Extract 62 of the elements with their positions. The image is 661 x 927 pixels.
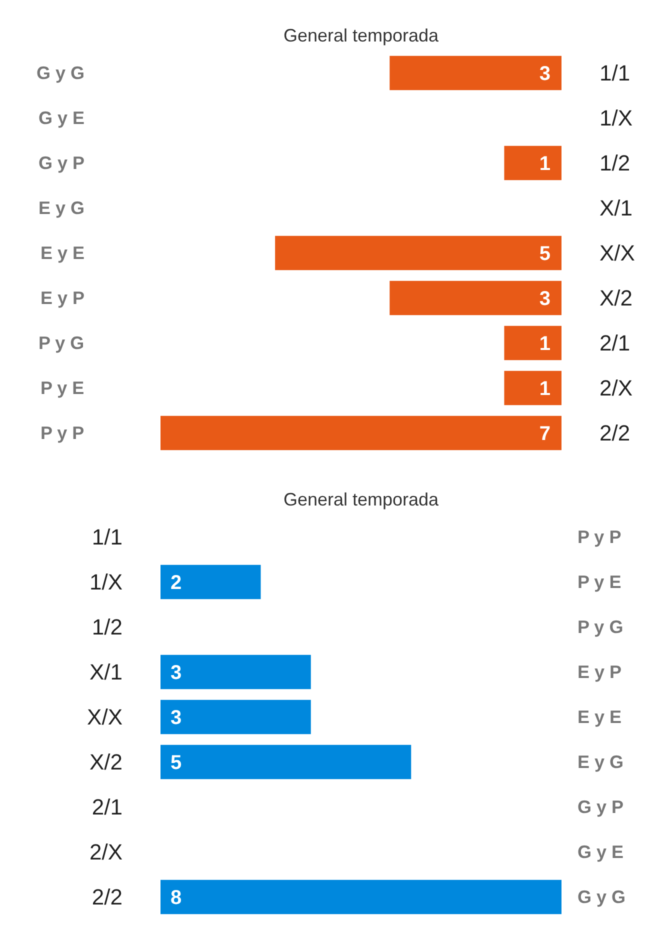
text: P y P [578,527,622,547]
bar [275,236,562,270]
data-label: 1 [539,378,550,400]
data-label: 5 [170,752,182,774]
data-label: 8 [170,887,182,909]
data-label: 5 [539,243,550,265]
y-tick-label: 1/2 [600,150,630,176]
y-tick-label: 2/X [600,376,633,400]
bar [390,280,562,316]
bar [160,880,562,914]
text: G y G [36,63,84,83]
y-tick-label: 1/X [89,570,123,594]
y-tick-label: X/1 [89,660,123,684]
bar [390,56,562,90]
y-tick-label: 2/2 [92,884,123,910]
text: P y G [38,333,84,353]
bar [160,654,311,690]
text: G y P [38,153,85,173]
y-tick-label: 2/1 [600,330,630,356]
y-tick-label: 1/1 [600,60,630,86]
text: E y E [578,707,622,727]
bar [504,146,562,180]
text: E y P [578,662,622,682]
text: G y E [38,108,85,128]
data-label: 1 [539,153,550,175]
data-label: 2 [170,572,182,594]
text: E y P [40,288,85,308]
bar [160,416,562,450]
data-label: 3 [539,63,550,85]
data-label: 7 [539,423,550,445]
text: G y P [578,797,624,817]
chart-title: General temporada [283,26,440,46]
y-tick-label: 1/1 [92,524,123,550]
y-tick-label: X/2 [89,750,123,774]
text: P y E [40,378,84,398]
data-label: 3 [170,707,182,729]
y-tick-label: 2/X [89,840,123,864]
y-tick-label: 2/1 [92,794,123,820]
data-label: 1 [539,333,550,355]
y-tick-label: X/X [600,240,636,266]
bar [504,326,562,360]
text: P y E [578,572,622,592]
bar [160,700,311,734]
bar [160,744,412,780]
data-label: 3 [170,662,182,684]
y-tick-label: X/X [87,704,123,730]
chart-title: General temporada [283,490,440,510]
text: P y P [40,423,84,443]
y-tick-label: X/1 [600,196,633,220]
y-tick-label: X/2 [600,286,633,310]
data-label: 3 [539,288,550,310]
y-tick-label: 1/2 [92,614,123,640]
text: E y G [578,752,624,772]
y-tick-label: 2/2 [600,420,630,446]
text: P y G [578,617,624,637]
y-tick-label: 1/X [600,106,633,130]
text: E y E [40,243,85,263]
bar [160,564,261,600]
text: E y G [38,198,85,218]
bar [504,370,562,406]
text: G y E [578,842,624,862]
text: G y G [578,887,626,907]
